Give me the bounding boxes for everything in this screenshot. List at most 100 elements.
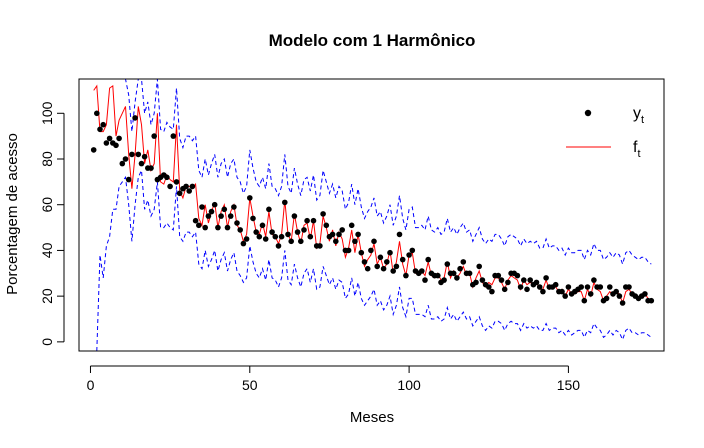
data-point [183, 183, 189, 190]
data-point [444, 261, 451, 267]
data-point [498, 277, 505, 283]
data-point [533, 279, 540, 286]
data-point [619, 300, 626, 306]
data-point [454, 275, 460, 281]
data-point [409, 247, 416, 254]
data-point [247, 195, 253, 201]
data-point [476, 263, 483, 270]
data-point [495, 272, 502, 279]
data-point [97, 126, 103, 133]
data-point [116, 135, 122, 142]
legend-label-yt: yt [633, 105, 644, 126]
data-point [521, 277, 527, 283]
data-point [113, 142, 119, 149]
data-point [489, 288, 495, 295]
data-point [425, 256, 432, 263]
series-line-lower [96, 168, 652, 351]
data-point [148, 165, 154, 171]
data-point [282, 199, 288, 206]
y-tick-label: 0 [39, 338, 55, 346]
data-point [125, 176, 132, 183]
data-point [559, 288, 565, 295]
data-point [607, 284, 613, 290]
data-point [170, 133, 177, 139]
x-tick-label: 100 [397, 377, 421, 393]
y-tick-label: 100 [39, 101, 55, 125]
data-point [441, 277, 447, 283]
y-tick-label: 60 [39, 197, 55, 213]
data-point [527, 277, 533, 283]
data-point [151, 133, 157, 139]
data-point [581, 297, 588, 304]
data-point [122, 156, 129, 162]
data-point [141, 153, 148, 160]
data-point [285, 231, 291, 238]
data-point [196, 222, 202, 229]
legend: yt ft [566, 105, 644, 160]
data-point [406, 252, 412, 258]
data-point [275, 243, 282, 249]
data-point [377, 254, 384, 261]
data-point [259, 222, 266, 229]
data-point [339, 227, 346, 233]
data-point [224, 224, 231, 231]
data-point [173, 179, 180, 185]
data-point [562, 293, 568, 299]
data-point [119, 160, 126, 167]
data-point [374, 263, 381, 270]
series-line-upper [96, 79, 652, 266]
x-tick-label: 150 [557, 377, 581, 393]
data-point [543, 275, 549, 281]
data-point [368, 247, 374, 254]
data-point [215, 224, 221, 231]
data-point [304, 217, 310, 224]
data-point [294, 229, 301, 235]
data-point [524, 286, 530, 293]
data-point [237, 227, 243, 233]
data-point [473, 279, 479, 286]
data-point [450, 270, 457, 277]
data-point [202, 224, 208, 231]
y-axis-label: Porcentagem de acesso [4, 133, 21, 295]
data-point [227, 213, 234, 219]
data-point [192, 217, 199, 224]
data-point [352, 238, 358, 245]
data-point [358, 249, 365, 256]
data-point [278, 233, 285, 240]
data-point [396, 231, 403, 238]
x-axis-label: Meses [350, 409, 394, 426]
data-point [501, 286, 508, 293]
data-point [269, 229, 275, 235]
data-point [307, 233, 314, 240]
x-tick-label: 50 [242, 377, 258, 393]
data-point [536, 284, 543, 290]
data-point [648, 297, 655, 304]
data-point [218, 213, 224, 219]
data-point [597, 284, 604, 290]
data-point [540, 288, 546, 295]
data-point [234, 220, 240, 226]
y-tick-label: 20 [39, 288, 55, 304]
axes: 0 50 100 150 0 20 40 60 80 100 [39, 101, 580, 393]
data-point [301, 227, 307, 233]
legend-point-marker [584, 109, 592, 117]
data-point [403, 272, 409, 279]
data-point [578, 284, 584, 290]
x-tick-label: 0 [87, 377, 95, 393]
data-point [591, 277, 597, 283]
data-point [243, 236, 250, 242]
data-point [167, 183, 173, 190]
data-point [250, 215, 256, 222]
data-point [164, 174, 170, 181]
data-point [103, 140, 110, 146]
data-point [176, 190, 183, 197]
plot-area [90, 79, 655, 351]
data-point [231, 204, 237, 210]
data-point [348, 222, 355, 229]
data-point [199, 204, 205, 210]
data-point [514, 272, 521, 279]
data-point [371, 238, 377, 245]
data-point [256, 233, 263, 240]
data-point [288, 238, 295, 245]
